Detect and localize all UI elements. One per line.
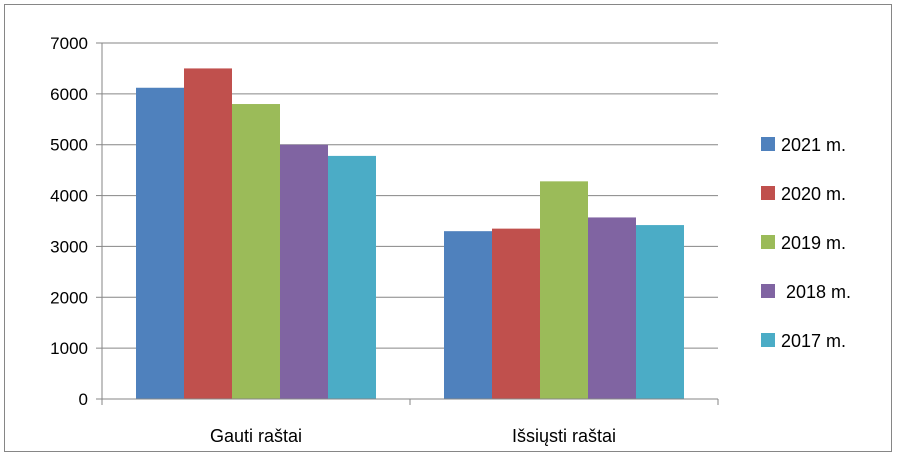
y-tick-label: 6000 [50, 85, 88, 104]
x-category-label: Išsiųsti raštai [512, 426, 616, 446]
y-tick-label: 4000 [50, 187, 88, 206]
axes [101, 43, 719, 405]
y-tick-label: 3000 [50, 237, 88, 256]
legend-label: 2017 m. [781, 331, 846, 351]
bars [136, 68, 684, 400]
x-axis-category-labels: Gauti raštai Išsiųsti raštai [210, 426, 616, 446]
legend-swatch [761, 137, 775, 151]
chart-frame: 0 1000 2000 3000 4000 5000 6000 7000 Gauti rašt… [4, 4, 892, 452]
legend-swatch [761, 186, 775, 200]
legend-label: 2020 m. [781, 184, 846, 204]
y-axis-tick-labels: 0 1000 2000 3000 4000 5000 6000 7000 [50, 34, 102, 409]
bar [492, 228, 540, 399]
y-tick-label: 7000 [50, 34, 88, 53]
legend-label: 2019 m. [781, 233, 846, 253]
bar [328, 155, 376, 399]
bar [280, 144, 328, 399]
legend-label: 2018 m. [781, 282, 851, 302]
y-tick-label: 0 [79, 390, 88, 409]
x-category-label: Gauti raštai [210, 426, 302, 446]
bar [588, 217, 636, 399]
legend: 2021 m. 2020 m. 2019 m. 2018 m. 2017 m. [761, 135, 851, 351]
bar [184, 68, 232, 399]
bar [232, 104, 280, 400]
bar [636, 225, 684, 399]
y-tick-label: 2000 [50, 288, 88, 307]
legend-swatch [761, 333, 775, 347]
y-tick-label: 5000 [50, 136, 88, 155]
bar-chart: 0 1000 2000 3000 4000 5000 6000 7000 Gauti rašt… [50, 34, 851, 446]
legend-swatch [761, 235, 775, 249]
bar [540, 181, 588, 399]
bar [136, 87, 184, 400]
legend-label: 2021 m. [781, 135, 846, 155]
y-tick-label: 1000 [50, 339, 88, 358]
legend-swatch [761, 284, 775, 298]
bar [444, 231, 492, 399]
